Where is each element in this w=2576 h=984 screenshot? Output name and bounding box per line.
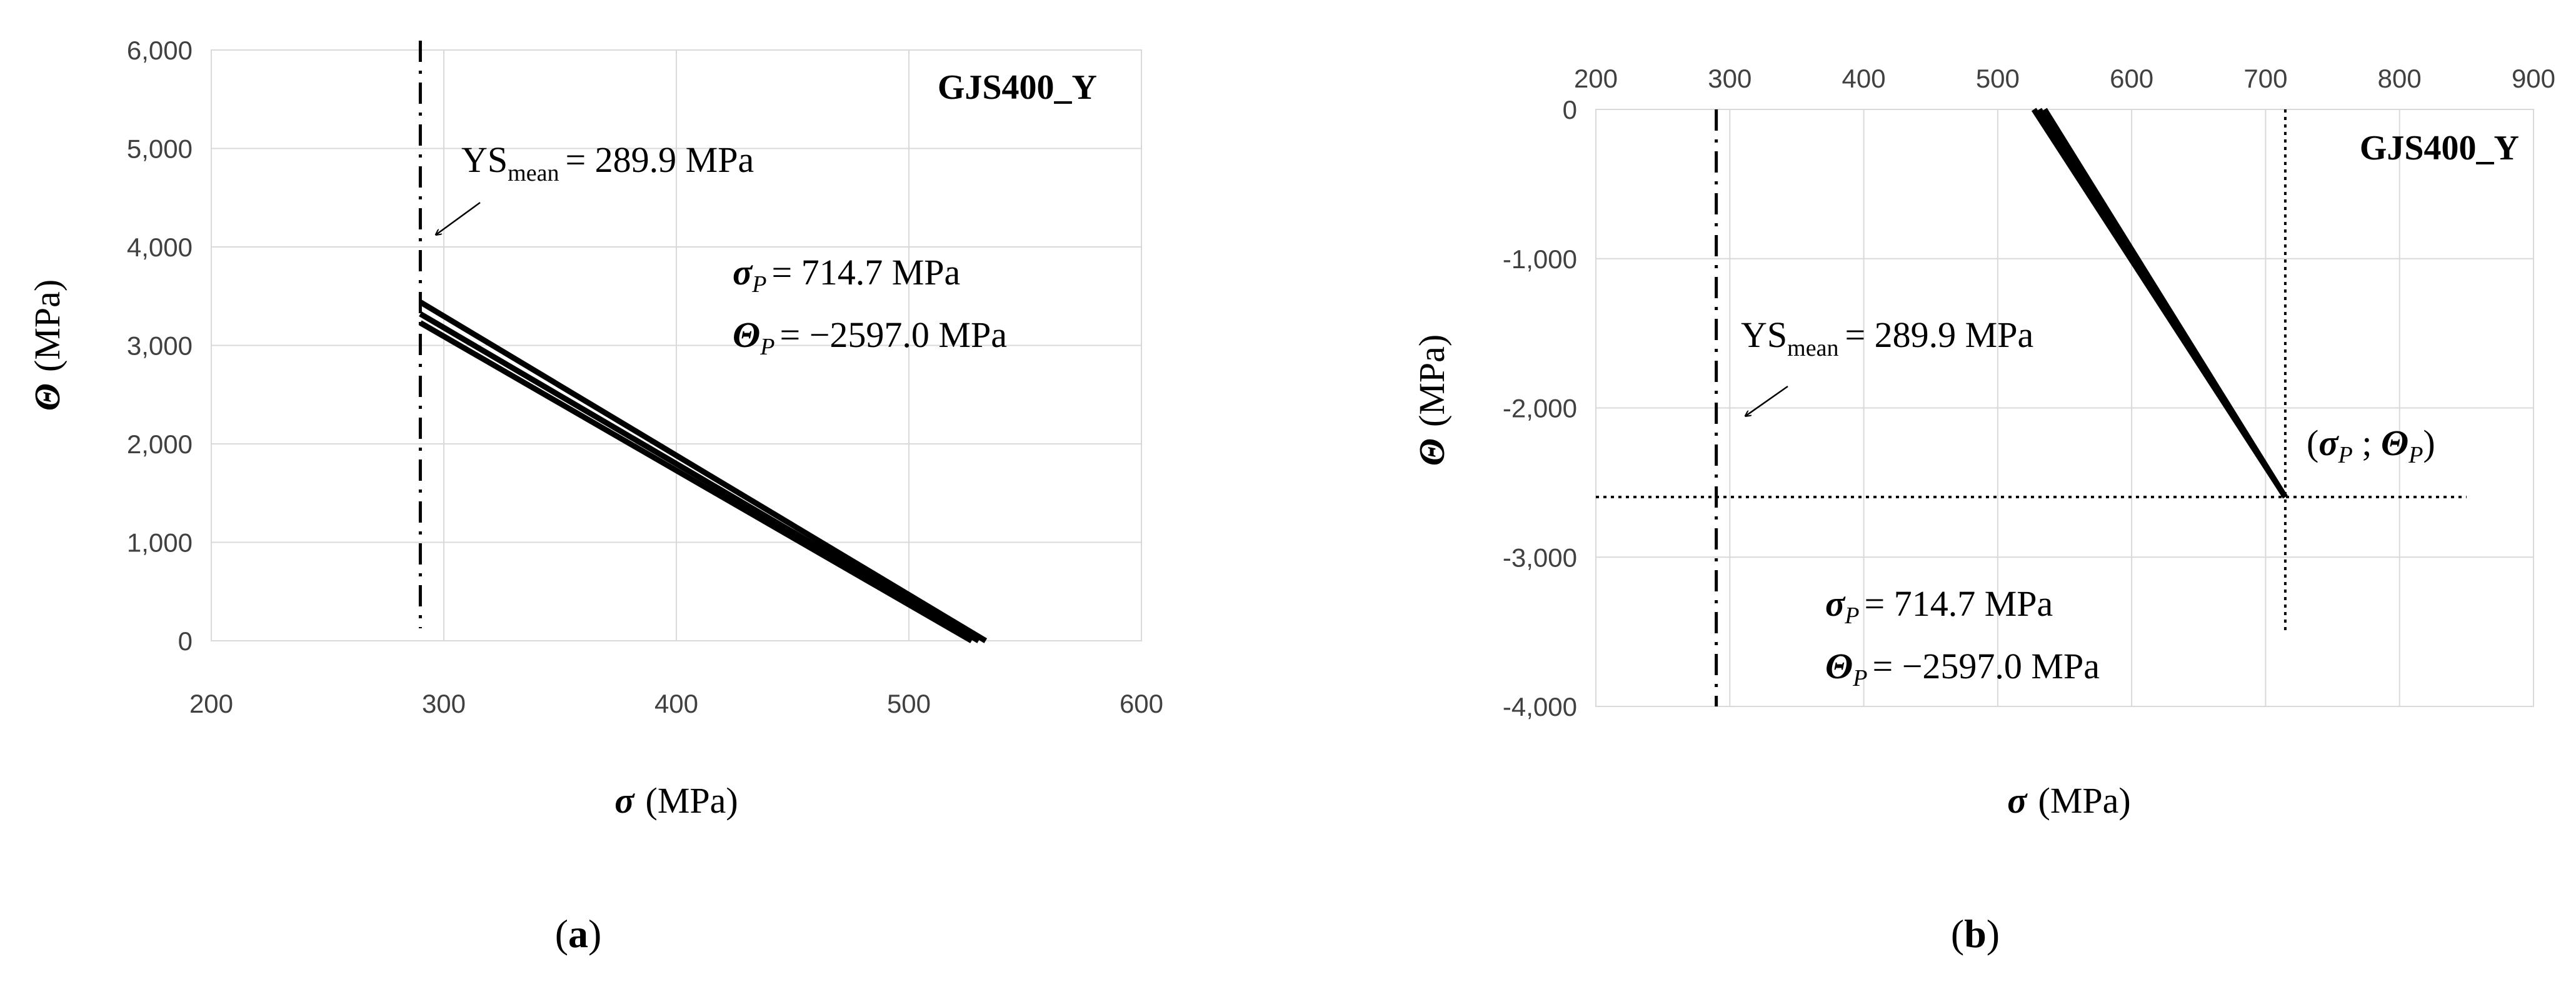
panel-b-sigma-p-symbol: σ [1825, 583, 1846, 624]
panel-a-label-letter: a [568, 911, 588, 956]
panel-a-grid [211, 49, 1142, 641]
panel-a-sigma-p-annotation: σP = 714.7 MPa [733, 252, 960, 298]
panel-b-point-label-open: ( [2307, 423, 2318, 463]
panel-a-ys-subscript: mean [508, 160, 559, 186]
panel-b-ys-value: = 289.9 MPa [1845, 314, 2033, 355]
panel-b-y-axis-label: Θ (MPa) [1411, 334, 1452, 466]
panel-b-y-tick-label: -4,000 [1503, 692, 1577, 721]
panel-b-point-label-close: ) [2423, 423, 2435, 463]
panel-a-sigma-p-symbol: σ [733, 252, 753, 293]
panel-b-ys-subscript: mean [1787, 335, 1838, 361]
panel-b-theta-p-symbol: Θ [1825, 646, 1853, 686]
panel-b-y-tick-label: -1,000 [1503, 244, 1577, 274]
panel-b-x-tick-label: 700 [2243, 64, 2287, 93]
panel-b-y-axis-symbol: Θ [1411, 438, 1452, 466]
panel-a-ys-arrow [436, 201, 481, 234]
panel-b-sigma-p-annotation: σP = 714.7 MPa [1825, 583, 2053, 629]
panel-a-theta-p-subscript: P [759, 334, 774, 360]
panel-b-theta-p-subscript: P [1852, 665, 1867, 691]
panel-b-tick-labels: 200 300 400 500 600 700 800 900 0 -1,000 -2,000 -3,… [1503, 64, 2555, 721]
panel-b-y-tick-label: 0 [1563, 95, 1577, 124]
panel-b-y-axis-unit: (MPa) [1411, 334, 1452, 427]
panel-b-ys-arrow [1746, 385, 1788, 416]
panel-a-series-line-1 [419, 299, 988, 643]
panel-b-point-label-separator: ; [2353, 423, 2381, 463]
panel-a-y-axis-symbol: Θ [27, 383, 68, 411]
panel-a-ys-label: YS [461, 139, 508, 180]
panel-a-y-axis-unit: (MPa) [27, 279, 68, 372]
panel-a-sigma-p-subscript: P [751, 271, 766, 298]
panel-a-y-tick-label: 6,000 [127, 36, 193, 65]
panel-b-point-sigma-symbol: σ [2318, 423, 2339, 463]
panel-b-reference-lines [1596, 109, 2467, 706]
panel-a-tick-labels: 200 300 400 500 600 0 1,000 2,000 3,000 4,000 5,00… [127, 36, 1163, 718]
panel-b-label: (b) [1951, 911, 2000, 956]
panel-b-point-label: (σP ; ΘP) [2307, 423, 2435, 468]
panel-a-ys-annotation: YSmean = 289.9 MPa [461, 139, 754, 186]
panel-b-x-tick-label: 200 [1574, 64, 1618, 93]
panel-a-x-axis-symbol: σ [614, 780, 635, 821]
panel-a-x-tick-label: 400 [654, 689, 698, 718]
panel-a-ys-value: = 289.9 MPa [565, 139, 754, 180]
panel-a-theta-p-value: = −2597.0 MPa [779, 314, 1007, 355]
panel-a-x-tick-label: 300 [422, 689, 466, 718]
panel-b-x-tick-label: 900 [2512, 64, 2555, 93]
panel-b-x-tick-label: 500 [1976, 64, 2020, 93]
panel-a-y-axis-label: Θ (MPa) [27, 279, 68, 411]
panel-a-x-axis-unit: (MPa) [646, 780, 738, 821]
panel-b-x-tick-label: 300 [1708, 64, 1752, 93]
panel-b-ys-annotation: YSmean = 289.9 MPa [1741, 314, 2033, 361]
panel-a-sigma-p-value: = 714.7 MPa [771, 252, 960, 293]
panel-a-x-tick-label: 500 [887, 689, 931, 718]
panel-b-theta-p-value: = −2597.0 MPa [1872, 646, 2100, 686]
panel-b-grid [1595, 109, 2534, 707]
panel-a-title: GJS400_Y [938, 68, 1097, 107]
panel-a-y-tick-label: 3,000 [127, 331, 193, 361]
panel-b-title: GJS400_Y [2360, 129, 2519, 168]
panel-b-sigma-p-value: = 714.7 MPa [1864, 583, 2053, 624]
panel-a-y-tick-label: 1,000 [127, 528, 193, 558]
panel-a-series [419, 299, 988, 643]
panel-b-sigma-p-subscript: P [1844, 603, 1859, 629]
panel-a-y-tick-label: 5,000 [127, 134, 193, 164]
panel-b-y-tick-label: -2,000 [1503, 394, 1577, 423]
panel-a-x-axis-label: σ (MPa) [614, 780, 738, 821]
panel-b-point-theta-symbol: Θ [2381, 423, 2408, 463]
panel-a-label: (a) [555, 911, 602, 956]
panel-b-series-line-3 [2042, 108, 2288, 499]
panel-b-x-tick-label: 400 [1842, 64, 1886, 93]
panel-b-y-tick-label: -3,000 [1503, 543, 1577, 572]
panel-b-x-axis-unit: (MPa) [2038, 780, 2131, 821]
panel-b-x-tick-label: 800 [2378, 64, 2422, 93]
panel-b-series [2031, 108, 2288, 499]
panel-b: 200 300 400 500 600 700 800 900 0 -1,000 -2,000 -3,… [1411, 64, 2555, 956]
panel-a: 200 300 400 500 600 0 1,000 2,000 3,000 4,000 5,00… [27, 36, 1163, 956]
panel-a-series-line-3 [419, 320, 973, 643]
panel-a-theta-p-symbol: Θ [733, 314, 760, 355]
panel-a-y-tick-label: 2,000 [127, 429, 193, 459]
panel-b-point-sigma-subscript: P [2338, 442, 2353, 468]
panel-a-theta-p-annotation: ΘP = −2597.0 MPa [733, 314, 1007, 360]
panel-b-x-axis-symbol: σ [2007, 780, 2028, 821]
panel-b-x-axis-label: σ (MPa) [2007, 780, 2130, 821]
panel-b-ys-label: YS [1741, 314, 1787, 355]
panel-b-point-theta-subscript: P [2408, 442, 2423, 468]
panel-a-x-tick-label: 600 [1120, 689, 1163, 718]
panel-a-x-tick-label: 200 [189, 689, 233, 718]
panel-a-y-tick-label: 0 [178, 626, 193, 656]
panel-b-label-letter: b [1964, 911, 1987, 956]
panel-a-y-tick-label: 4,000 [127, 233, 193, 262]
panel-a-series-line-2 [419, 311, 980, 643]
panel-b-x-tick-label: 600 [2110, 64, 2153, 93]
panel-b-theta-p-annotation: ΘP = −2597.0 MPa [1825, 646, 2100, 691]
